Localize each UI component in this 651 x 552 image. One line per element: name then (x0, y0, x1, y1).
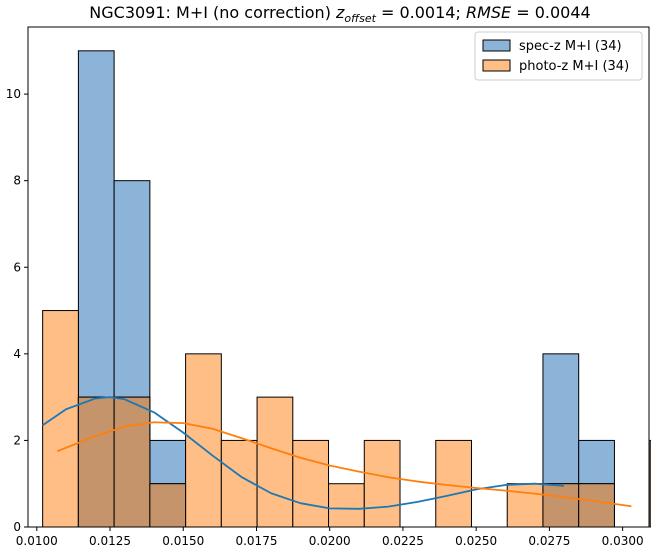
y-tick-label-2: 4 (13, 347, 21, 361)
bars-layer (42, 50, 651, 528)
spec-legend-swatch (482, 39, 511, 52)
x-axis: 0.0100 0.0125 0.0150 0.0175 0.0200 0.0225 0.02… (16, 527, 644, 548)
y-axis: 0 2 4 6 8 10 (6, 87, 28, 534)
x-tick-label-4: 0.0200 (309, 534, 351, 548)
x-tick-label-2: 0.0150 (162, 534, 204, 548)
photo-bar-6 (256, 396, 294, 528)
photo-legend-swatch (482, 59, 511, 72)
photo-bar-0 (42, 310, 79, 528)
overlap-bar-1 (113, 396, 151, 528)
y-tick-label-3: 6 (13, 260, 21, 274)
x-tick-label-7: 0.0275 (528, 534, 570, 548)
photo-bar-5 (220, 439, 258, 528)
overlap-bar-2 (149, 483, 187, 528)
overlap-bar-0 (77, 396, 115, 528)
legend: spec-z M+I (34) photo-z M+I (34) (474, 31, 643, 81)
title-z-eq: = 0.0014; (376, 3, 466, 22)
photo-bar-13 (506, 483, 544, 528)
title-rmse-var: RMSE (466, 3, 512, 22)
title-z-var: z (335, 3, 345, 22)
y-tick-label-0: 0 (13, 520, 21, 534)
title-rmse-eq: = 0.0044 (511, 3, 591, 22)
plot-frame (27, 26, 650, 528)
x-tick-label-1: 0.0125 (89, 534, 131, 548)
kde-layer (42, 396, 632, 510)
photo-bar-8 (328, 483, 365, 528)
spec-legend-label: spec-z M+I (34) (519, 39, 622, 54)
y-tick-label-5: 10 (6, 87, 21, 101)
x-tick-label-0: 0.0100 (16, 534, 58, 548)
x-tick-label-6: 0.0250 (455, 534, 497, 548)
x-tick-label-3: 0.0175 (235, 534, 277, 548)
photo-legend-label: photo-z M+I (34) (519, 59, 629, 74)
x-tick-label-8: 0.0300 (602, 534, 644, 548)
x-tick-label-5: 0.0225 (382, 534, 424, 548)
photo-bar-4 (185, 353, 222, 528)
overlap-bar-14 (578, 483, 615, 528)
title-prefix: NGC3091: M+I (no correction) (89, 3, 336, 22)
y-tick-label-4: 8 (13, 174, 21, 188)
photo-bar-9 (363, 439, 401, 528)
title-z-sub: offset (344, 12, 376, 25)
chart-title: NGC3091: M+I (no correction) zoffset = 0… (89, 3, 590, 25)
y-tick-label-1: 2 (13, 433, 21, 447)
spec-kde-line (42, 396, 565, 510)
photo-kde-line (56, 421, 632, 508)
photo-bar-7 (292, 439, 330, 528)
legend-box (474, 31, 643, 81)
overlap-bar-13 (542, 483, 580, 528)
